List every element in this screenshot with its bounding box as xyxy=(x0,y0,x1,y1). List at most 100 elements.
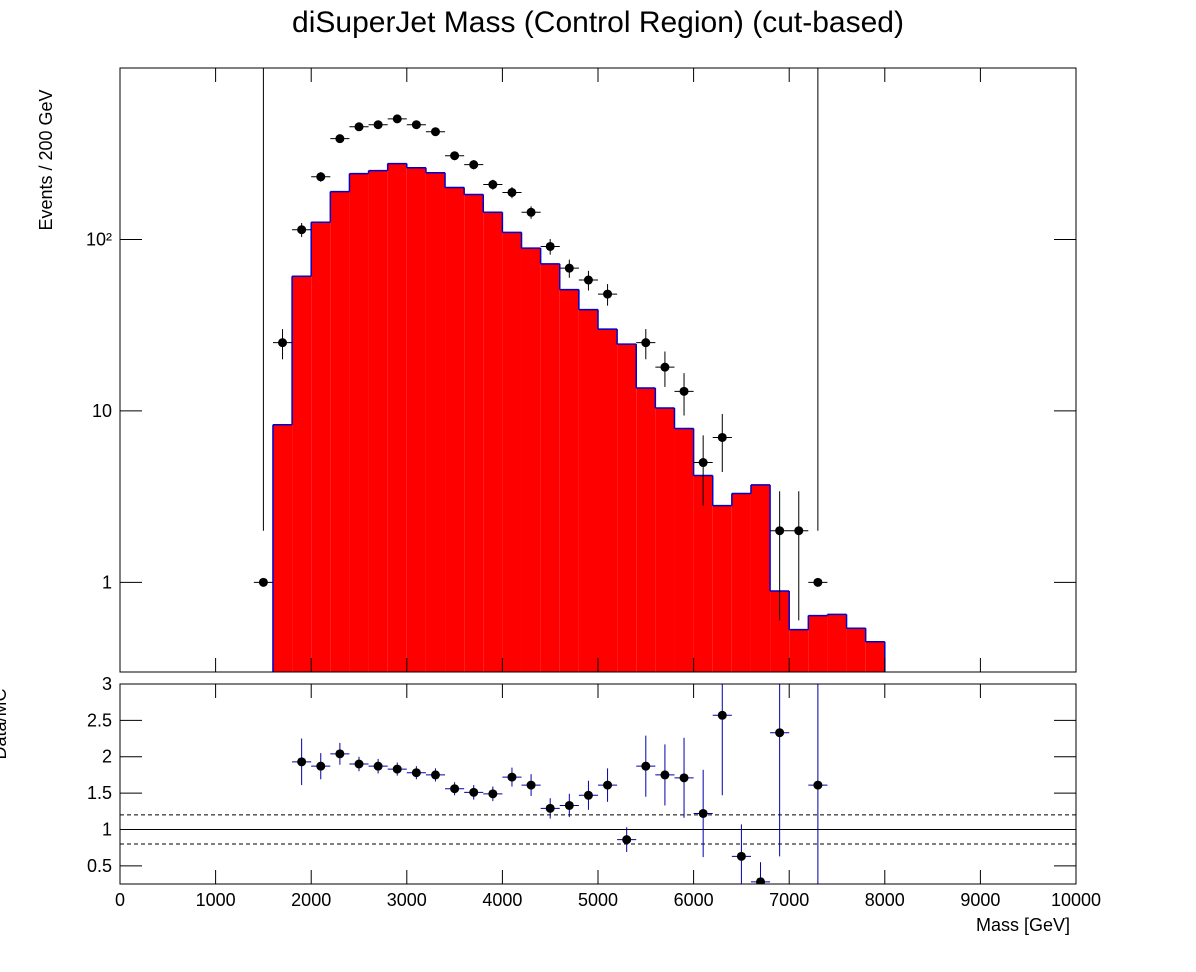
y-tick-label: 3 xyxy=(102,674,112,694)
histogram-bar xyxy=(521,248,541,672)
data-point xyxy=(813,780,823,790)
x-tick-label: 6000 xyxy=(674,890,714,910)
data-point xyxy=(488,180,498,190)
x-tick-label: 4000 xyxy=(482,890,522,910)
main-frame xyxy=(119,67,1077,673)
data-point xyxy=(717,710,727,720)
histogram-bar xyxy=(712,505,732,672)
histogram-bar xyxy=(425,172,446,672)
histogram-bar xyxy=(827,614,847,672)
data-point xyxy=(583,275,593,285)
histogram-bar xyxy=(865,641,885,672)
data-point xyxy=(450,151,460,161)
data-point xyxy=(430,770,440,780)
histogram-bar xyxy=(598,329,618,672)
data-point xyxy=(469,787,479,797)
data-point xyxy=(354,759,364,769)
y-tick-label: 0.5 xyxy=(87,856,112,876)
data-point xyxy=(373,761,383,771)
histogram-bar xyxy=(406,167,426,672)
data-point xyxy=(794,526,804,536)
data-point xyxy=(526,207,536,217)
x-tick-label: 3000 xyxy=(387,890,427,910)
data-point xyxy=(603,289,613,299)
y-tick-label: 10² xyxy=(86,229,112,249)
data-point xyxy=(469,160,479,170)
x-tick-label: 9000 xyxy=(960,890,1000,910)
y-tick-label: 2 xyxy=(102,747,112,767)
x-axis-label: Mass [GeV] xyxy=(976,915,1070,935)
x-tick-label: 7000 xyxy=(769,890,809,910)
histogram-bar xyxy=(770,591,790,672)
data-point xyxy=(660,362,670,372)
data-point xyxy=(698,808,708,818)
y-tick-label: 1 xyxy=(102,819,112,839)
histogram-bar xyxy=(292,276,312,672)
data-point xyxy=(278,338,288,348)
data-point xyxy=(297,757,307,767)
data-point xyxy=(258,577,268,587)
ratio-y-axis-label: Data/MC xyxy=(0,688,10,759)
data-point xyxy=(698,458,708,468)
chart-title: diSuperJet Mass (Control Region) (cut-ba… xyxy=(292,6,904,39)
data-point xyxy=(450,784,460,794)
y-tick-label: 2.5 xyxy=(87,710,112,730)
x-tick-label: 2000 xyxy=(291,890,331,910)
data-point xyxy=(335,134,345,144)
histogram-bar xyxy=(483,212,503,672)
data-point xyxy=(526,780,536,790)
histogram-bar xyxy=(674,428,694,672)
data-point xyxy=(756,877,766,884)
histogram-bar xyxy=(731,493,751,672)
data-point xyxy=(660,770,670,780)
x-tick-label: 1000 xyxy=(196,890,236,910)
data-point xyxy=(564,263,574,273)
ratio-plot xyxy=(120,684,1076,884)
data-point xyxy=(641,761,651,771)
y-tick-label: 1.5 xyxy=(87,783,112,803)
histogram-bar xyxy=(789,629,809,672)
data-point xyxy=(775,728,785,738)
y-axis-label: Events / 200 GeV xyxy=(36,89,56,230)
data-point xyxy=(507,187,517,197)
histogram-bar xyxy=(750,484,771,672)
data-point xyxy=(564,800,574,810)
data-point xyxy=(545,803,555,813)
data-point xyxy=(641,338,651,348)
histogram-bar xyxy=(808,615,828,672)
data-point xyxy=(335,749,345,759)
histogram-bar xyxy=(846,628,866,672)
histogram-bar xyxy=(464,194,484,672)
histogram-bar xyxy=(311,222,331,672)
data-point xyxy=(392,764,402,774)
histogram-bar xyxy=(387,163,407,672)
data-point xyxy=(411,768,421,778)
data-point xyxy=(679,386,689,396)
histogram-bar xyxy=(349,173,369,672)
data-point xyxy=(679,773,689,783)
x-tick-label: 8000 xyxy=(865,890,905,910)
histogram-bar xyxy=(368,170,388,672)
x-tick-label: 0 xyxy=(115,890,125,910)
data-point xyxy=(603,780,613,790)
histogram-bar xyxy=(559,289,579,672)
histogram-bar xyxy=(693,475,713,672)
x-tick-label: 5000 xyxy=(578,890,618,910)
histogram-bar xyxy=(578,309,598,672)
data-point xyxy=(717,432,727,442)
data-point xyxy=(507,772,517,782)
histogram-bar xyxy=(272,424,293,672)
data-point xyxy=(583,790,593,800)
data-point xyxy=(430,127,440,137)
data-point xyxy=(354,122,364,132)
histogram-bar xyxy=(540,263,560,672)
data-point xyxy=(373,120,383,130)
data-point xyxy=(622,835,632,845)
ratio-frame xyxy=(119,683,1077,885)
data-point xyxy=(813,577,823,587)
data-point xyxy=(775,526,785,536)
data-point xyxy=(736,851,746,861)
data-point xyxy=(392,114,402,124)
histogram-bar xyxy=(330,191,350,672)
